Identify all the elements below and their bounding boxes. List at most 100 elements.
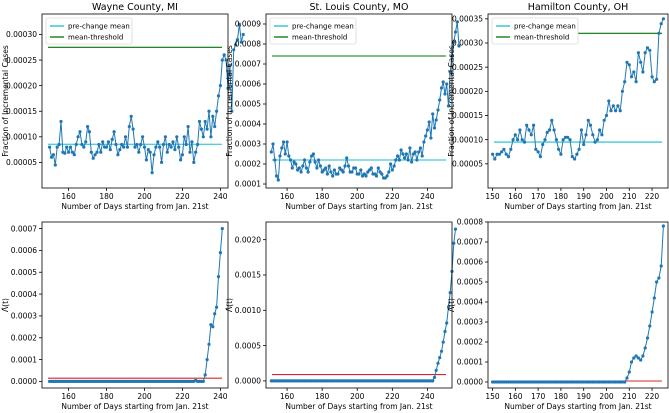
data-point: [353, 166, 358, 170]
data-point: [276, 178, 280, 182]
data-point: [224, 58, 228, 62]
data-point: [536, 380, 540, 384]
series-line: [492, 18, 664, 161]
data-point: [575, 152, 579, 156]
x-axis-label: Number of Days starting from Jan. 21st: [61, 402, 208, 411]
data-point: [274, 174, 279, 178]
x-tick-label: 220: [175, 392, 190, 401]
data-point: [532, 380, 536, 384]
data-point: [135, 142, 139, 147]
series-line: [49, 24, 244, 173]
data-point: [294, 162, 298, 166]
data-point: [511, 380, 515, 384]
data-point: [390, 168, 394, 172]
data-point: [222, 53, 226, 57]
data-point: [74, 142, 78, 147]
data-point: [625, 376, 629, 380]
data-point: [614, 380, 618, 384]
data-point: [625, 60, 629, 64]
data-point: [493, 380, 497, 384]
data-point: [104, 145, 109, 149]
data-point: [525, 380, 529, 384]
data-point: [182, 135, 186, 139]
data-point: [142, 145, 147, 149]
data-point: [627, 63, 631, 67]
data-point: [160, 160, 164, 164]
data-point: [534, 380, 538, 384]
data-point: [513, 133, 517, 137]
data-point: [220, 227, 224, 231]
data-point: [607, 380, 611, 384]
data-point: [636, 356, 641, 360]
x-tick-label: 160: [508, 392, 523, 401]
data-point: [577, 380, 581, 384]
data-point: [506, 380, 511, 384]
data-point: [175, 135, 179, 139]
data-point: [220, 58, 224, 62]
data-point: [232, 48, 236, 52]
data-point: [161, 142, 166, 147]
data-point: [541, 142, 545, 147]
data-point: [278, 154, 282, 158]
data-point: [87, 130, 91, 134]
plot-frame: [487, 221, 669, 389]
data-point: [538, 380, 543, 384]
data-point: [434, 368, 438, 372]
data-point: [593, 380, 597, 384]
data-point: [290, 166, 294, 170]
data-point: [137, 150, 141, 154]
data-point: [53, 163, 57, 167]
data-point: [532, 123, 536, 127]
data-point: [573, 157, 577, 161]
data-point: [241, 32, 245, 37]
data-point: [311, 152, 315, 156]
x-tick-label: 240: [420, 192, 435, 201]
data-point: [65, 145, 69, 149]
data-point: [173, 148, 177, 152]
data-point: [228, 63, 232, 67]
x-tick-label: 220: [385, 192, 400, 201]
data-point: [518, 128, 522, 132]
data-point: [389, 162, 393, 166]
data-point: [641, 354, 645, 358]
x-tick-label: 240: [420, 392, 435, 401]
data-point: [196, 142, 200, 147]
data-point: [584, 133, 588, 137]
data-point: [591, 380, 595, 384]
y-tick-label: 0.0002: [11, 333, 37, 342]
plot-frame: [41, 13, 229, 189]
panel-2: St. Louis County, MO 160 180 200 220 240 0.000…: [225, 2, 461, 211]
data-point: [396, 154, 400, 158]
data-point: [616, 380, 620, 384]
data-point: [78, 130, 82, 134]
panel-6: 150 160 170 180 190 200 210 220 0.0000 0.0001 0.00…: [447, 218, 669, 411]
data-point: [169, 145, 173, 149]
data-point: [582, 142, 586, 147]
data-point: [304, 166, 308, 170]
data-point: [194, 150, 198, 154]
y-tick-label: 0.0005: [235, 100, 261, 109]
data-point: [156, 140, 160, 144]
data-point: [455, 20, 459, 24]
x-tick-label: 240: [213, 192, 228, 201]
data-point: [186, 125, 190, 129]
data-point: [82, 145, 86, 149]
x-tick-label: 150: [485, 392, 500, 401]
legend-label: mean-threshold: [292, 34, 347, 42]
data-point: [534, 147, 538, 151]
data-point: [634, 354, 638, 358]
data-point: [215, 109, 219, 113]
data-point: [329, 170, 333, 174]
x-tick-label: 220: [385, 392, 400, 401]
data-point: [234, 43, 238, 47]
legend-label: mean-threshold: [68, 34, 123, 42]
data-point: [641, 70, 645, 74]
data-point: [404, 152, 408, 156]
data-point: [413, 150, 417, 154]
data-point: [203, 119, 207, 124]
data-point: [235, 38, 240, 42]
data-point: [502, 147, 506, 151]
data-point: [429, 136, 433, 140]
data-point: [399, 148, 403, 152]
